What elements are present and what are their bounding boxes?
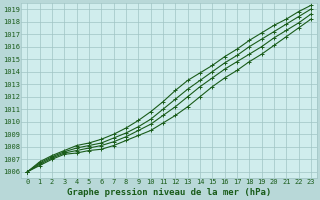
X-axis label: Graphe pression niveau de la mer (hPa): Graphe pression niveau de la mer (hPa) (67, 188, 271, 197)
